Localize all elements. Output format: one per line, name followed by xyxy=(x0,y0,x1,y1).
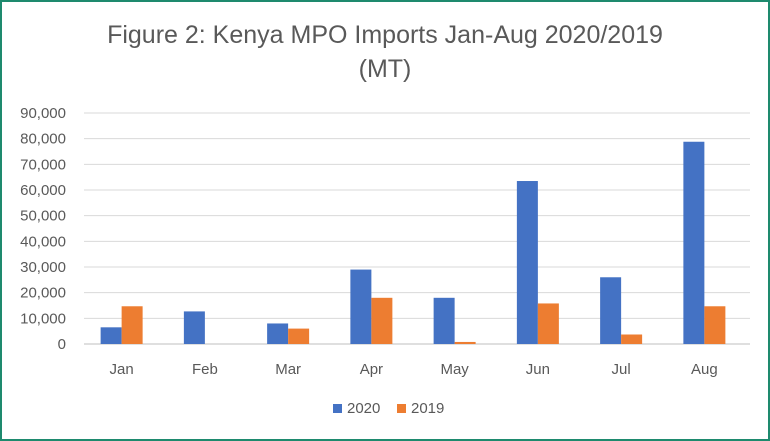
bar-2020-jan xyxy=(100,327,122,344)
x-tick-label: Apr xyxy=(360,361,383,378)
bar-2020-feb xyxy=(183,311,205,344)
bar-2020-apr xyxy=(350,269,372,344)
bars xyxy=(100,141,726,344)
bar-2020-may xyxy=(433,297,455,344)
chart-title-line2: (MT) xyxy=(358,55,412,83)
y-tick-label: 80,000 xyxy=(20,131,66,148)
y-tick-label: 60,000 xyxy=(20,182,66,199)
legend-swatch-2019 xyxy=(397,404,406,413)
x-tick-label: Aug xyxy=(691,361,718,378)
legend-swatch-2020 xyxy=(333,404,342,413)
y-tick-label: 10,000 xyxy=(20,310,66,327)
bar-2020-aug xyxy=(683,141,705,344)
y-axis-ticks: 0 10,000 20,000 30,000 40,000 50,000 60,000 70,… xyxy=(20,105,66,353)
bar-2020-jul xyxy=(600,277,622,344)
x-tick-label: Jan xyxy=(110,361,134,378)
bar-2019-jul xyxy=(621,334,643,344)
bar-2019-jan xyxy=(121,306,143,344)
y-tick-label: 30,000 xyxy=(20,259,66,276)
chart-title-line1: Figure 2: Kenya MPO Imports Jan-Aug 2020… xyxy=(107,21,663,49)
x-tick-label: Jun xyxy=(526,361,550,378)
x-tick-label: Feb xyxy=(192,361,218,378)
bar-2020-jun xyxy=(516,181,538,344)
legend-label-2019: 2019 xyxy=(411,400,444,417)
gridlines xyxy=(84,112,750,345)
x-tick-label: Jul xyxy=(612,361,631,378)
bar-2019-jun xyxy=(537,303,559,344)
bar-2019-may xyxy=(454,341,476,344)
y-tick-label: 70,000 xyxy=(20,156,66,173)
legend-label-2020: 2020 xyxy=(347,400,380,417)
legend: 2020 2019 xyxy=(333,400,444,417)
y-tick-label: 0 xyxy=(58,336,66,353)
y-tick-label: 90,000 xyxy=(20,105,66,122)
bar-2019-apr xyxy=(371,297,393,344)
y-tick-label: 20,000 xyxy=(20,285,66,302)
y-tick-label: 50,000 xyxy=(20,208,66,225)
y-tick-label: 40,000 xyxy=(20,233,66,250)
x-tick-label: May xyxy=(440,361,469,378)
bar-2019-mar xyxy=(288,328,310,344)
chart-title: Figure 2: Kenya MPO Imports Jan-Aug 2020… xyxy=(0,18,770,86)
x-axis-ticks: Jan Feb Mar Apr May Jun Jul Aug xyxy=(110,361,718,378)
x-tick-label: Mar xyxy=(275,361,301,378)
bar-2020-mar xyxy=(267,323,289,344)
bar-2019-aug xyxy=(704,306,726,344)
